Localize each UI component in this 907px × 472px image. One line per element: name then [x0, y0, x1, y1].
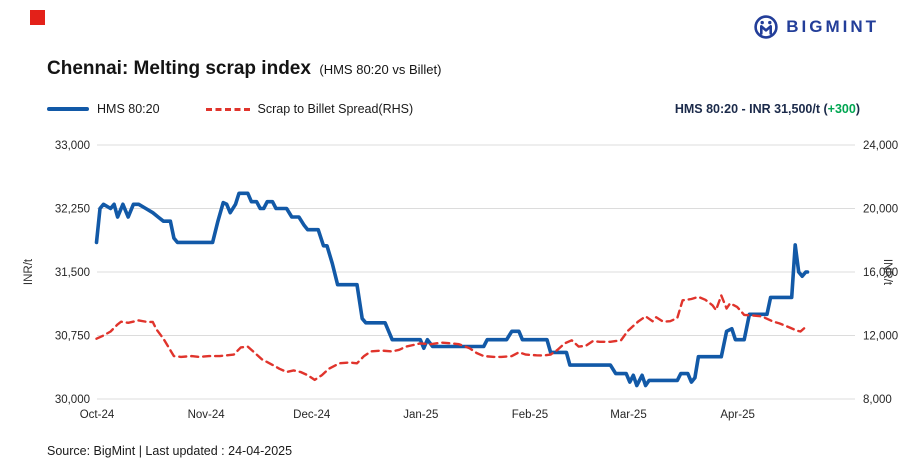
source-footer: Source: BigMint | Last updated : 24-04-2…	[47, 444, 293, 458]
latest-price-annotation: HMS 80:20 - INR 31,500/t (+300)	[675, 102, 860, 116]
legend-label-spread: Scrap to Billet Spread(RHS)	[257, 102, 414, 116]
x-axis-tick-label: Mar-25	[610, 409, 646, 421]
y-axis-right-tick-label: 16,000	[863, 267, 898, 279]
bigmint-logo-icon	[754, 15, 778, 39]
red-indicator-square	[30, 10, 45, 25]
y-axis-right-tick-label: 24,000	[863, 140, 898, 152]
y-axis-right-tick-label: 8,000	[863, 394, 892, 406]
legend-item-spread: Scrap to Billet Spread(RHS)	[205, 102, 414, 116]
y-axis-left-tick-label: 32,250	[55, 204, 90, 216]
legend-label-hms: HMS 80:20	[97, 102, 160, 116]
y-axis-left-title: INR/t	[23, 258, 35, 285]
y-axis-right-tick-label: 12,000	[863, 331, 898, 343]
legend-row: HMS 80:20 Scrap to Billet Spread(RHS) HM…	[47, 100, 860, 118]
y-axis-left-tick-label: 30,000	[55, 394, 90, 406]
y-axis-right-tick-label: 20,000	[863, 204, 898, 216]
scrap-billet-spread-line	[95, 294, 809, 382]
x-axis-tick-label: Dec-24	[293, 409, 331, 421]
hms-8020-line	[94, 191, 810, 388]
x-axis-tick-label: Oct-24	[80, 409, 115, 421]
hms-line-swatch	[47, 107, 89, 111]
latest-price-text: HMS 80:20 - INR 31,500/t (	[674, 102, 828, 116]
y-axis-left-tick-label: 33,000	[55, 140, 90, 152]
y-axis-left-tick-label: 30,750	[55, 331, 90, 343]
page-subtitle: (HMS 80:20 vs Billet)	[319, 62, 442, 77]
y-axis-right-title: INR/t	[881, 259, 893, 286]
bigmint-logo-text: BIGMINT	[786, 17, 879, 36]
spread-line-swatch	[205, 107, 250, 111]
bigmint-logo: BIGMINT	[753, 14, 879, 40]
page-title: Chennai: Melting scrap index	[47, 58, 311, 79]
x-axis-tick-label: Nov-24	[188, 409, 226, 421]
latest-price-close-paren: )	[855, 102, 860, 116]
legend-item-hms: HMS 80:20	[47, 102, 160, 116]
price-change-badge: +300	[827, 102, 856, 116]
y-axis-left-tick-label: 31,500	[55, 267, 90, 279]
melting-scrap-index-chart: 33,000 24,000 32,250 20,000 31,500 16,000 30,7…	[23, 140, 898, 421]
x-axis-tick-label: Jan-25	[403, 409, 438, 421]
chart-title-row: Chennai: Melting scrap index (HMS 80:20 …	[47, 58, 441, 80]
x-axis-tick-label: Apr-25	[720, 409, 755, 421]
x-axis-tick-label: Feb-25	[512, 409, 548, 421]
